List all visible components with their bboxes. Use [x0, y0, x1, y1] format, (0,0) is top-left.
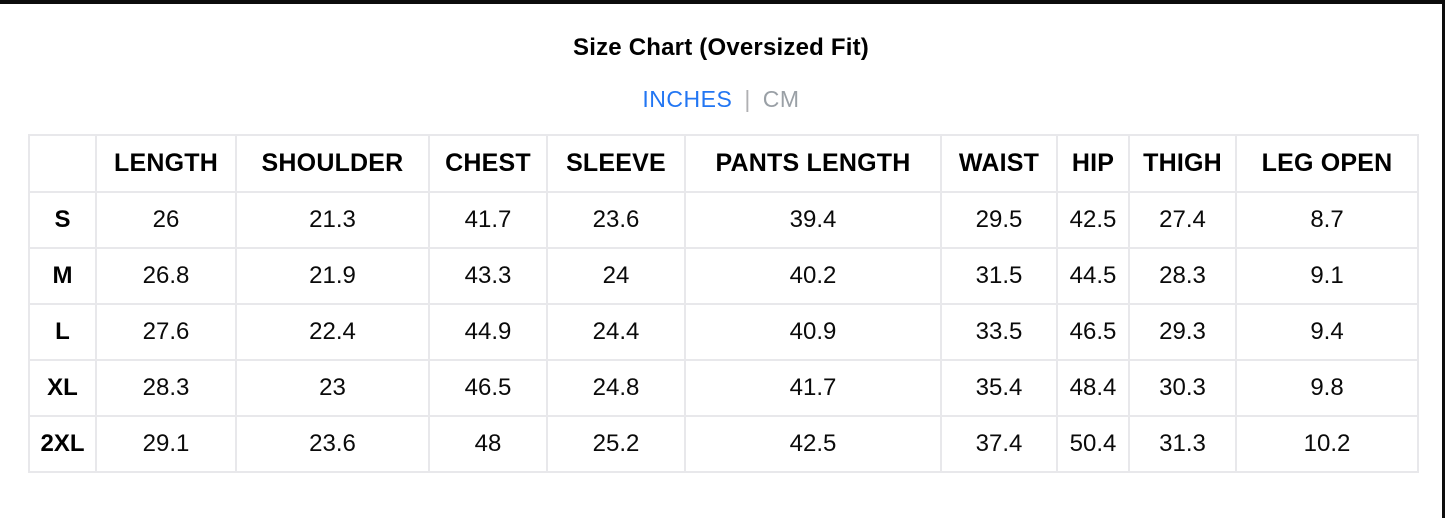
table-row: M 26.8 21.9 43.3 24 40.2 31.5 44.5 28.3 9.1	[28, 247, 1419, 305]
column-header: LEG OPEN	[1235, 134, 1419, 193]
measurement-cell: 44.5	[1056, 247, 1130, 305]
measurement-cell: 25.2	[546, 415, 686, 473]
column-header: LENGTH	[95, 134, 237, 193]
header-row: LENGTH SHOULDER CHEST SLEEVE PANTS LENGTH WAI…	[28, 134, 1419, 193]
measurement-cell: 27.4	[1128, 191, 1237, 249]
measurement-cell: 41.7	[684, 359, 942, 417]
measurement-cell: 9.1	[1235, 247, 1419, 305]
measurement-cell: 28.3	[95, 359, 237, 417]
measurement-cell: 31.5	[940, 247, 1058, 305]
column-header: WAIST	[940, 134, 1058, 193]
size-chart-title: Size Chart (Oversized Fit)	[573, 34, 869, 61]
measurement-cell: 24.4	[546, 303, 686, 361]
measurement-cell: 22.4	[235, 303, 430, 361]
column-header: SLEEVE	[546, 134, 686, 193]
measurement-cell: 29.5	[940, 191, 1058, 249]
measurement-cell: 23.6	[546, 191, 686, 249]
table-row: 2XL 29.1 23.6 48 25.2 42.5 37.4 50.4 31.3 10.2	[28, 415, 1419, 473]
measurement-cell: 29.3	[1128, 303, 1237, 361]
measurement-cell: 26	[95, 191, 237, 249]
measurement-cell: 30.3	[1128, 359, 1237, 417]
measurement-cell: 24.8	[546, 359, 686, 417]
size-label: 2XL	[28, 415, 97, 473]
measurement-cell: 42.5	[684, 415, 942, 473]
measurement-cell: 8.7	[1235, 191, 1419, 249]
size-label: M	[28, 247, 97, 305]
measurement-cell: 48	[428, 415, 548, 473]
measurement-cell: 42.5	[1056, 191, 1130, 249]
measurement-cell: 21.3	[235, 191, 430, 249]
measurement-cell: 26.8	[95, 247, 237, 305]
size-label: XL	[28, 359, 97, 417]
table-row: L 27.6 22.4 44.9 24.4 40.9 33.5 46.5 29.3 9.4	[28, 303, 1419, 361]
measurement-cell: 40.9	[684, 303, 942, 361]
column-header: PANTS LENGTH	[684, 134, 942, 193]
unit-toggle: INCHES | CM	[0, 86, 1442, 113]
measurement-cell: 41.7	[428, 191, 548, 249]
column-header: THIGH	[1128, 134, 1237, 193]
measurement-cell: 9.4	[1235, 303, 1419, 361]
tab-cm[interactable]: CM	[762, 86, 800, 112]
measurement-cell: 46.5	[1056, 303, 1130, 361]
size-table: LENGTH SHOULDER CHEST SLEEVE PANTS LENGTH WAI…	[28, 134, 1419, 473]
measurement-cell: 33.5	[940, 303, 1058, 361]
measurement-cell: 37.4	[940, 415, 1058, 473]
column-header: CHEST	[428, 134, 548, 193]
measurement-cell: 10.2	[1235, 415, 1419, 473]
size-label: S	[28, 191, 97, 249]
size-table-header: LENGTH SHOULDER CHEST SLEEVE PANTS LENGTH WAI…	[28, 134, 1419, 193]
column-header: HIP	[1056, 134, 1130, 193]
unit-toggle-divider: |	[744, 86, 751, 112]
measurement-cell: 35.4	[940, 359, 1058, 417]
measurement-cell: 31.3	[1128, 415, 1237, 473]
corner-cell	[28, 134, 97, 193]
measurement-cell: 50.4	[1056, 415, 1130, 473]
size-label: L	[28, 303, 97, 361]
measurement-cell: 29.1	[95, 415, 237, 473]
table-row: S 26 21.3 41.7 23.6 39.4 29.5 42.5 27.4 8.7	[28, 191, 1419, 249]
size-table-body: S 26 21.3 41.7 23.6 39.4 29.5 42.5 27.4 8.7 M 26.8 2…	[28, 191, 1419, 473]
measurement-cell: 9.8	[1235, 359, 1419, 417]
measurement-cell: 28.3	[1128, 247, 1237, 305]
measurement-cell: 23.6	[235, 415, 430, 473]
measurement-cell: 40.2	[684, 247, 942, 305]
measurement-cell: 44.9	[428, 303, 548, 361]
measurement-cell: 43.3	[428, 247, 548, 305]
measurement-cell: 46.5	[428, 359, 548, 417]
measurement-cell: 23	[235, 359, 430, 417]
measurement-cell: 48.4	[1056, 359, 1130, 417]
measurement-cell: 24	[546, 247, 686, 305]
column-header: SHOULDER	[235, 134, 430, 193]
measurement-cell: 27.6	[95, 303, 237, 361]
tab-inches[interactable]: INCHES	[642, 86, 733, 112]
table-row: XL 28.3 23 46.5 24.8 41.7 35.4 48.4 30.3 9.8	[28, 359, 1419, 417]
measurement-cell: 21.9	[235, 247, 430, 305]
measurement-cell: 39.4	[684, 191, 942, 249]
